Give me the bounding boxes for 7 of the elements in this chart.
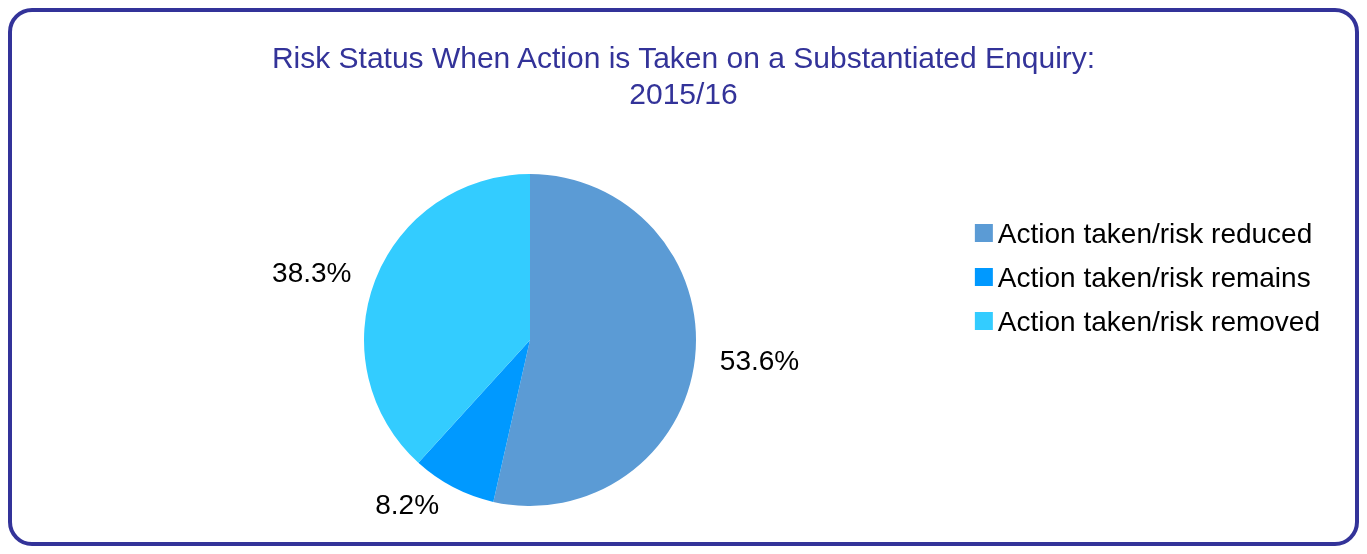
legend-label: Action taken/risk remains	[997, 261, 1311, 293]
data-label: 8.2%	[375, 489, 440, 521]
chart-title: Risk Status When Action is Taken on a Substantiated Enquiry: 2015/16	[271, 40, 1096, 110]
data-label: 53.6%	[719, 345, 800, 377]
legend-label: Action taken/risk reduced	[997, 217, 1313, 249]
legend-label: Action taken/risk removed	[997, 305, 1320, 337]
data-label: 38.3%	[272, 257, 352, 289]
